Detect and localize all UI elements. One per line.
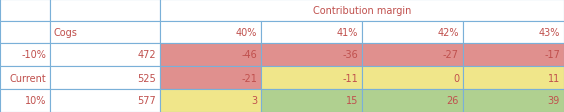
Text: -10%: -10% xyxy=(21,50,46,60)
Text: 3: 3 xyxy=(251,96,257,106)
Text: Contribution margin: Contribution margin xyxy=(313,6,411,16)
Text: 15: 15 xyxy=(346,96,358,106)
Bar xyxy=(261,44,362,66)
Text: -11: -11 xyxy=(342,73,358,83)
Text: 0: 0 xyxy=(453,73,459,83)
Bar xyxy=(463,89,564,112)
Bar xyxy=(463,44,564,66)
Bar xyxy=(0,0,50,22)
Bar xyxy=(0,22,50,44)
Text: 39: 39 xyxy=(548,96,560,106)
Bar xyxy=(362,22,463,44)
Bar xyxy=(261,22,362,44)
Bar xyxy=(261,66,362,89)
Bar xyxy=(160,0,564,22)
Text: 43%: 43% xyxy=(539,28,560,38)
Bar xyxy=(50,0,160,22)
Bar xyxy=(463,22,564,44)
Text: -17: -17 xyxy=(544,50,560,60)
Bar xyxy=(362,66,463,89)
Text: 525: 525 xyxy=(137,73,156,83)
Text: 10%: 10% xyxy=(25,96,46,106)
Text: 472: 472 xyxy=(138,50,156,60)
Text: -36: -36 xyxy=(342,50,358,60)
Text: 577: 577 xyxy=(137,96,156,106)
Bar xyxy=(0,44,50,66)
Bar xyxy=(50,22,160,44)
Text: Cogs: Cogs xyxy=(54,28,78,38)
Bar xyxy=(160,44,261,66)
Bar xyxy=(160,22,261,44)
Text: 41%: 41% xyxy=(337,28,358,38)
Bar xyxy=(50,66,160,89)
Bar xyxy=(50,44,160,66)
Bar xyxy=(362,89,463,112)
Bar xyxy=(0,89,50,112)
Bar xyxy=(362,44,463,66)
Bar xyxy=(0,66,50,89)
Text: Current: Current xyxy=(9,73,46,83)
Text: 40%: 40% xyxy=(236,28,257,38)
Text: 42%: 42% xyxy=(438,28,459,38)
Text: 26: 26 xyxy=(447,96,459,106)
Text: -21: -21 xyxy=(241,73,257,83)
Text: 11: 11 xyxy=(548,73,560,83)
Bar xyxy=(160,89,261,112)
Text: -27: -27 xyxy=(443,50,459,60)
Bar xyxy=(50,89,160,112)
Bar xyxy=(160,66,261,89)
Bar xyxy=(261,89,362,112)
Bar xyxy=(463,66,564,89)
Text: -46: -46 xyxy=(241,50,257,60)
